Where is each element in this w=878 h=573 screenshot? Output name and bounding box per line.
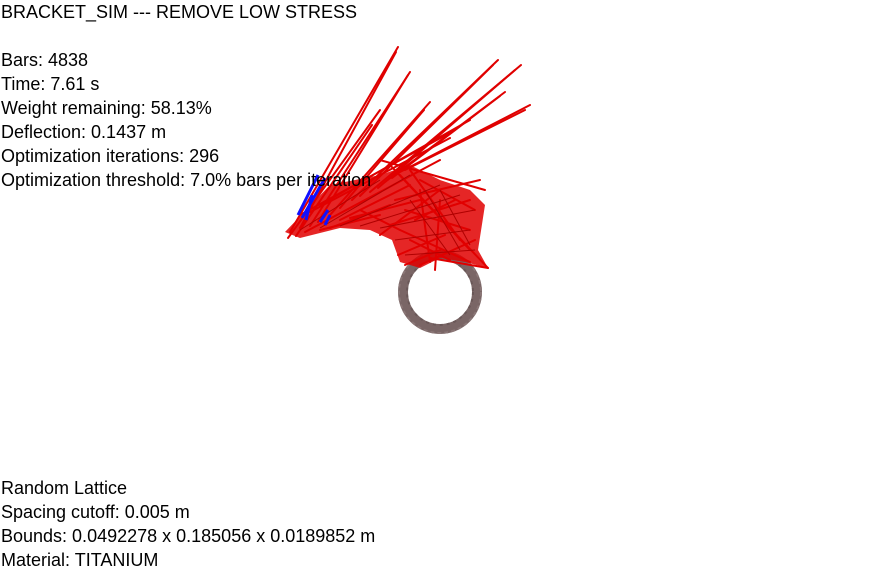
stressed-cluster	[285, 165, 488, 268]
bars-count: Bars: 4838	[1, 50, 89, 70]
spacing-cutoff: Spacing cutoff: 0.005 m	[1, 502, 190, 522]
cluster-hatching	[299, 174, 476, 256]
deflection: Deflection: 0.1437 m	[1, 122, 167, 142]
bounds: Bounds: 0.0492278 x 0.185056 x 0.0189852…	[1, 526, 376, 546]
material: Material: TITANIUM	[1, 550, 159, 570]
simulation-title: BRACKET_SIM --- REMOVE LOW STRESS	[1, 2, 358, 22]
optimization-threshold: Optimization threshold: 7.0% bars per it…	[1, 170, 372, 190]
weight-remaining: Weight remaining: 58.13%	[1, 98, 212, 118]
lattice-type: Random Lattice	[1, 478, 128, 498]
optimization-iterations: Optimization iterations: 296	[1, 146, 220, 166]
compression-bars	[296, 174, 332, 226]
elapsed-time: Time: 7.61 s	[1, 74, 100, 94]
